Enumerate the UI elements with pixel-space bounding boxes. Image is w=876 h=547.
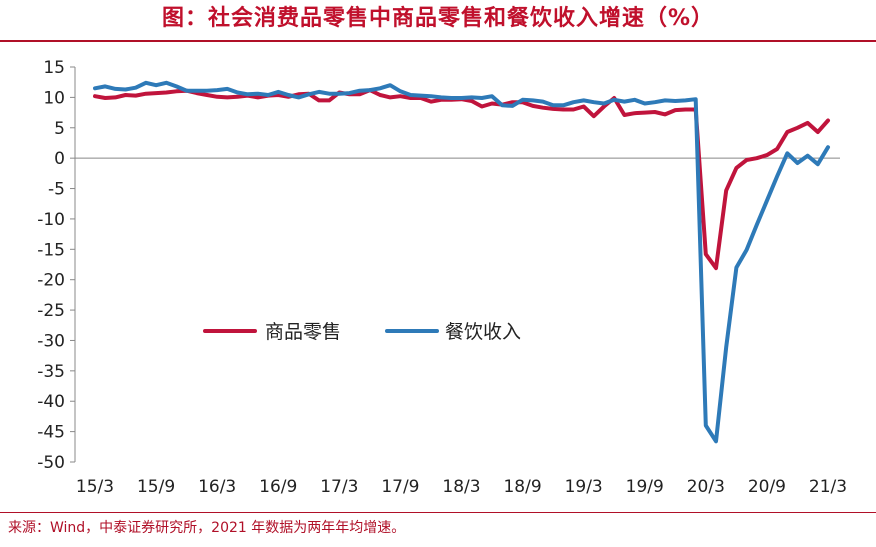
x-tick-label: 15/3 [76,477,114,497]
y-tick-label: -45 [37,423,65,443]
x-axis-ticks: 15/3 15/9 16/3 16/9 17/3 17/9 18/3 18/9 19/3 19/9… [76,477,847,497]
chart-axes [74,67,840,462]
y-tick-label: 0 [54,149,65,169]
x-tick-label: 19/9 [626,477,664,497]
chart-title: 图：社会消费品零售中商品零售和餐饮收入增速（%） [161,6,715,31]
source-note: 来源：Wind，中泰证券研究所，2021 年数据为两年年均增速。 [8,520,406,536]
y-tick-label: -50 [37,453,65,473]
chart-canvas: 15 10 5 0 -5 -10 -15 -20 -25 -30 -35 -40 -45 -50 15/3… [37,58,847,497]
x-tick-label: 17/3 [320,477,358,497]
y-tick-label: -35 [37,362,65,382]
x-tick-label: 17/9 [381,477,419,497]
y-tick-label: -30 [37,331,65,351]
x-tick-label: 20/3 [687,477,725,497]
y-tick-label: 5 [54,119,65,139]
x-tick-label: 21/3 [809,477,847,497]
y-tick-label: -20 [37,271,65,291]
legend-label-retail: 商品零售 [265,321,341,343]
y-tick-label: 15 [43,58,65,78]
chart-legend: 商品零售 餐饮收入 [203,321,521,343]
x-tick-label: 19/3 [565,477,603,497]
y-tick-label: -25 [37,301,65,321]
y-tick-label: -15 [37,240,65,260]
x-tick-label: 15/9 [137,477,175,497]
y-axis-ticks: 15 10 5 0 -5 -10 -15 -20 -25 -30 -35 -40 -45 -50 [37,58,75,473]
footer-divider [0,512,876,513]
x-tick-label: 16/9 [259,477,297,497]
y-tick-label: -40 [37,392,65,412]
y-tick-label: -10 [37,210,65,230]
y-tick-label: 10 [43,88,65,108]
title-divider [0,40,876,42]
series-line-catering [93,80,830,444]
legend-label-catering: 餐饮收入 [445,321,521,343]
x-tick-label: 18/3 [442,477,480,497]
y-tick-label: -5 [48,180,65,200]
series-lines [93,80,830,444]
x-tick-label: 16/3 [198,477,236,497]
x-tick-label: 18/9 [503,477,541,497]
x-tick-label: 20/9 [748,477,786,497]
series-line-retail [93,88,830,271]
